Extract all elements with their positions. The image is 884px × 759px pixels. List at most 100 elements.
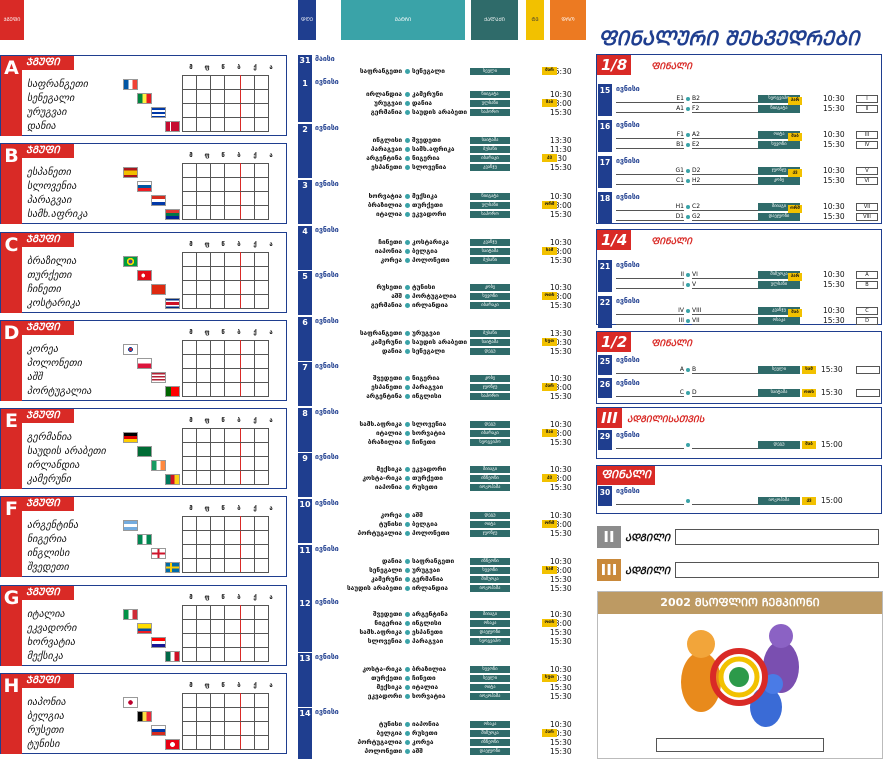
knockout-line[interactable]: H1 C2 მიიაგი 10:30 VII	[616, 202, 882, 212]
standings-cell[interactable]	[210, 354, 225, 369]
standings-cell[interactable]	[240, 619, 255, 634]
knockout-line[interactable]: C1 H2 კობე 15:30 VI	[616, 176, 882, 186]
standings-cell[interactable]	[196, 280, 211, 295]
knockout-match[interactable]: 15 ივნისი E1 B2 სეოგვიპო 10:30 I A1 F2 ნიიგატა 15:…	[598, 84, 882, 118]
knockout-match[interactable]: 22 ივნისი IV VIII კვანჯუ 10:30 C III VII ოსაკა 15:…	[598, 296, 882, 330]
standings-cell[interactable]	[224, 633, 241, 648]
match-row[interactable]: ბრაზილია ჩინეთი სეოგვიპო 15:30	[314, 438, 586, 447]
standings-cell[interactable]	[182, 605, 197, 620]
standings-cell[interactable]	[240, 266, 255, 281]
standings-cell[interactable]	[196, 191, 211, 206]
standings-cell[interactable]	[240, 693, 255, 708]
standings-cell[interactable]	[224, 252, 241, 267]
standings-cell[interactable]	[182, 442, 197, 457]
match-row[interactable]: ესპანეთი პარაგვაი ჯეონჯუ 13:00 პარ	[314, 383, 586, 392]
standings-cell[interactable]	[196, 117, 211, 132]
standings-cell[interactable]	[240, 177, 255, 192]
winner-box[interactable]: IV	[856, 141, 878, 149]
standings-cell[interactable]	[240, 103, 255, 118]
standings-cell[interactable]	[240, 382, 255, 397]
knockout-line[interactable]: II VI შიზუოკა 10:30 A	[616, 270, 882, 280]
standings-cell[interactable]	[254, 117, 269, 132]
standings-cell[interactable]	[224, 442, 241, 457]
standings-cell[interactable]	[224, 735, 241, 750]
standings-cell[interactable]	[210, 530, 225, 545]
standings-cell[interactable]	[254, 735, 269, 750]
standings-cell[interactable]	[240, 633, 255, 648]
standings-cell[interactable]	[224, 280, 241, 295]
standings-cell[interactable]	[210, 633, 225, 648]
standings-cell[interactable]	[254, 619, 269, 634]
standings-cell[interactable]	[254, 266, 269, 281]
standings-cell[interactable]	[254, 340, 269, 355]
standings-cell[interactable]	[224, 544, 241, 559]
standings-cell[interactable]	[240, 354, 255, 369]
knockout-line[interactable]: A1 F2 ნიიგატა 15:30 II	[616, 104, 882, 114]
standings-cell[interactable]	[196, 516, 211, 531]
standings-cell[interactable]	[254, 605, 269, 620]
standings-cell[interactable]	[254, 693, 269, 708]
standings-cell[interactable]	[182, 558, 197, 573]
match-row[interactable]: ბელგია რუსეთი შიზუოკა 10:30 პარ	[314, 729, 586, 738]
winner-box[interactable]: VI	[856, 177, 878, 185]
match-row[interactable]: მექსიკა ეკვადორი მიიაგი 10:30	[314, 465, 586, 474]
place-field[interactable]	[675, 562, 879, 578]
standings-cell[interactable]	[196, 558, 211, 573]
standings-cell[interactable]	[182, 707, 197, 722]
standings-cell[interactable]	[240, 544, 255, 559]
match-row[interactable]: ირლანდია კამერუნი ნიიგატა 10:30	[314, 90, 586, 99]
match-row[interactable]: შვედეთი ნიგერია კობე 10:30	[314, 374, 586, 383]
match-row[interactable]: სლოვენია პარაგვაი სეოგვიპო 15:30	[314, 637, 586, 646]
match-row[interactable]: გერმანია ირლანდია იბარაკი 15:30	[314, 301, 586, 310]
knockout-line[interactable]: III VII ოსაკა 15:30 D	[616, 316, 882, 326]
match-row[interactable]: პორტუგალია პოლონეთი ჯეონჯუ 15:30	[314, 529, 586, 538]
standings-cell[interactable]	[254, 354, 269, 369]
standings-cell[interactable]	[182, 368, 197, 383]
standings-cell[interactable]	[254, 75, 269, 90]
standings-cell[interactable]	[224, 707, 241, 722]
standings-cell[interactable]	[210, 721, 225, 736]
winner-box[interactable]: C	[856, 307, 878, 315]
standings-cell[interactable]	[196, 530, 211, 545]
standings-cell[interactable]	[210, 605, 225, 620]
champion-field[interactable]	[656, 738, 824, 752]
standings-cell[interactable]	[196, 354, 211, 369]
winner-box[interactable]: III	[856, 131, 878, 139]
match-row[interactable]: სამხ.აფრიკა სლოვენია დეგუ 10:30	[314, 420, 586, 429]
standings-cell[interactable]	[182, 354, 197, 369]
standings-cell[interactable]	[240, 456, 255, 471]
standings-cell[interactable]	[240, 735, 255, 750]
winner-box[interactable]: A	[856, 271, 878, 279]
winner-box[interactable]: V	[856, 167, 878, 175]
standings-cell[interactable]	[254, 428, 269, 443]
standings-cell[interactable]	[182, 428, 197, 443]
standings-cell[interactable]	[182, 103, 197, 118]
standings-cell[interactable]	[240, 163, 255, 178]
match-row[interactable]: არგენტინა ინგლისი საპორო 15:30	[314, 392, 586, 401]
standings-cell[interactable]	[224, 558, 241, 573]
standings-cell[interactable]	[254, 530, 269, 545]
standings-cell[interactable]	[182, 530, 197, 545]
match-row[interactable]: ბრაზილია თურქეთი ულსანი 13:00 ორშ	[314, 201, 586, 210]
standings-cell[interactable]	[210, 544, 225, 559]
standings-cell[interactable]	[196, 693, 211, 708]
standings-cell[interactable]	[210, 368, 225, 383]
match-row[interactable]: ეკვადორი ხორვატია იოკოჰამა 15:30	[314, 692, 586, 701]
place-field[interactable]	[675, 529, 879, 545]
standings-cell[interactable]	[196, 647, 211, 662]
standings-cell[interactable]	[224, 382, 241, 397]
match-row[interactable]: ინგლისი შვედეთი საიტამა 13:30	[314, 136, 586, 145]
standings-cell[interactable]	[196, 368, 211, 383]
match-row[interactable]: აშშ პორტუგალია სუვონი 13:00 ოთხ	[314, 292, 586, 301]
standings-cell[interactable]	[254, 205, 269, 220]
standings-cell[interactable]	[196, 721, 211, 736]
standings-cell[interactable]	[254, 456, 269, 471]
knockout-line[interactable]: E1 B2 სეოგვიპო 10:30 I	[616, 94, 882, 104]
standings-cell[interactable]	[254, 280, 269, 295]
standings-cell[interactable]	[254, 558, 269, 573]
winner-box[interactable]	[856, 366, 880, 374]
standings-cell[interactable]	[254, 294, 269, 309]
